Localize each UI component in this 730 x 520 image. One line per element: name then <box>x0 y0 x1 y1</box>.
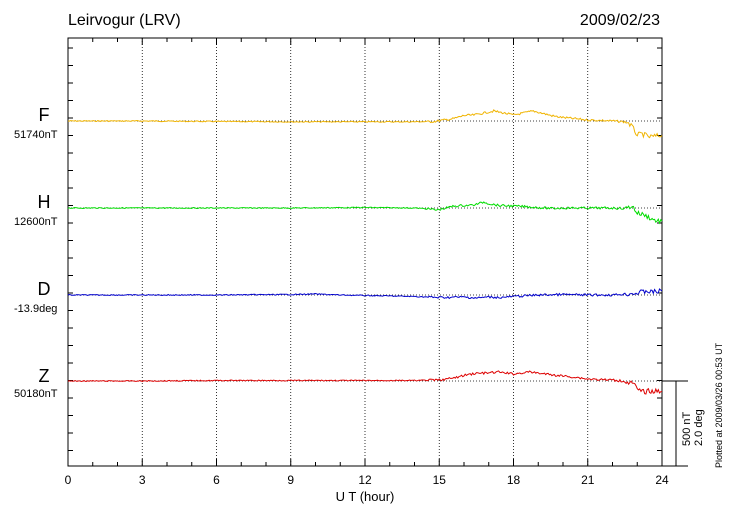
x-tick-label: 24 <box>655 473 669 487</box>
series-name-h: H <box>37 192 51 212</box>
series-name-f: F <box>38 105 50 125</box>
station-title: Leirvogur (LRV) <box>68 12 181 29</box>
scale-bar-label: 500 nT 2.0 deg <box>681 409 705 446</box>
scale-nt-label: 500 nT <box>681 411 693 446</box>
plotted-timestamp: Plotted at 2009/03/26 00:53 UT <box>714 342 724 468</box>
series-baseline-z: 50180nT <box>14 388 58 400</box>
series-line-h <box>67 201 663 225</box>
x-tick-label: 3 <box>139 473 146 487</box>
series-line-f <box>67 109 663 139</box>
x-tick-label: 21 <box>581 473 595 487</box>
series-name-d: D <box>37 279 51 299</box>
x-tick-label: 9 <box>287 473 294 487</box>
x-tick-label: 18 <box>507 473 521 487</box>
series-baseline-d: -13.9deg <box>14 303 58 315</box>
x-tick-label: 15 <box>433 473 447 487</box>
series-name-z: Z <box>38 366 50 386</box>
x-tick-label: 6 <box>213 473 220 487</box>
scale-deg-label: 2.0 deg <box>693 409 705 446</box>
series-line-d <box>67 288 663 300</box>
x-tick-label: 0 <box>65 473 72 487</box>
series-line-z <box>67 370 663 395</box>
series-baseline-f: 51740nT <box>14 129 58 141</box>
x-axis-label: U T (hour) <box>336 489 395 504</box>
date-title: 2009/02/23 <box>579 12 660 29</box>
x-tick-label: 12 <box>358 473 372 487</box>
series-baseline-h: 12600nT <box>14 216 58 228</box>
